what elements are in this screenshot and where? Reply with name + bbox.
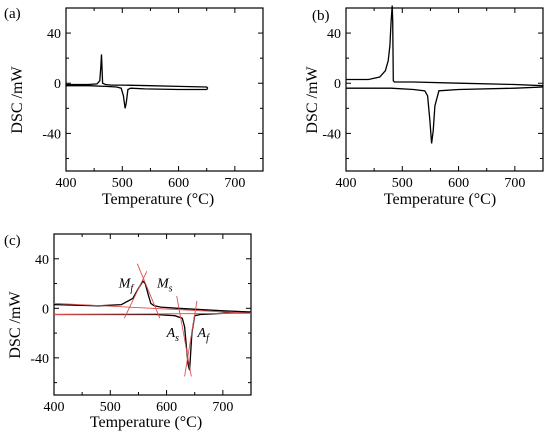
x-tick-label: 500 <box>392 176 413 191</box>
tangent-line <box>176 295 192 377</box>
heating-curve <box>66 85 209 109</box>
x-tick-label: 400 <box>336 176 357 191</box>
x-tick-label: 500 <box>100 400 121 415</box>
transition-label: Af <box>197 326 211 344</box>
cooling-curve <box>53 280 252 313</box>
transition-label: Ms <box>156 276 173 294</box>
y-tick-label: -40 <box>42 127 61 142</box>
tangent-line <box>184 300 198 377</box>
y-tick-label: 0 <box>54 77 61 92</box>
tangent-line <box>53 312 252 315</box>
x-tick-label: 500 <box>112 176 133 191</box>
x-axis-label: Temperature (°C) <box>90 414 202 431</box>
y-tick-label: -40 <box>322 127 341 142</box>
x-tick-label: 400 <box>44 400 65 415</box>
y-tick-label: 0 <box>334 77 341 92</box>
panel-label: (c) <box>4 233 21 249</box>
y-axis-label: DSC /mW <box>9 66 26 134</box>
x-tick-label: 400 <box>56 176 77 191</box>
panel-2: 400 500 600 700 -40 0 40 Temperature (°C) DSC /m… <box>4 233 252 431</box>
tangent-line <box>136 263 161 319</box>
panel-label: (a) <box>4 6 21 22</box>
plot-frame <box>65 7 264 172</box>
panel-label: (b) <box>312 8 330 24</box>
plot-frame <box>345 7 544 172</box>
x-axis-label: Temperature (°C) <box>102 191 214 208</box>
x-tick-label: 700 <box>504 176 525 191</box>
x-axis-label: Temperature (°C) <box>384 191 496 208</box>
transition-label: Mf <box>118 276 135 294</box>
heating-curve <box>54 311 252 371</box>
tangent-line <box>53 302 252 314</box>
y-tick-label: 40 <box>47 27 61 42</box>
cooling-curve <box>346 5 544 87</box>
tangent-line <box>123 270 148 319</box>
cooling-curve <box>66 54 209 89</box>
y-axis-label: DSC /mW <box>304 66 321 134</box>
transition-label: As <box>166 326 180 344</box>
y-tick-label: 40 <box>327 27 341 42</box>
y-axis-label: DSC /mW <box>7 291 24 359</box>
heating-curve <box>346 86 544 144</box>
panel-1: 400 500 600 700 -40 0 40 Temperature (°C) DSC /m… <box>304 5 544 208</box>
y-tick-label: 0 <box>42 302 49 317</box>
x-tick-label: 700 <box>224 176 245 191</box>
panel-0: 400 500 600 700 -40 0 40 Temperature (°C) DSC /m… <box>4 6 264 208</box>
x-tick-label: 600 <box>448 176 469 191</box>
x-tick-label: 700 <box>212 400 233 415</box>
y-tick-label: 40 <box>35 253 49 268</box>
y-tick-label: -40 <box>30 352 49 367</box>
x-tick-label: 600 <box>168 176 189 191</box>
x-tick-label: 600 <box>156 400 177 415</box>
